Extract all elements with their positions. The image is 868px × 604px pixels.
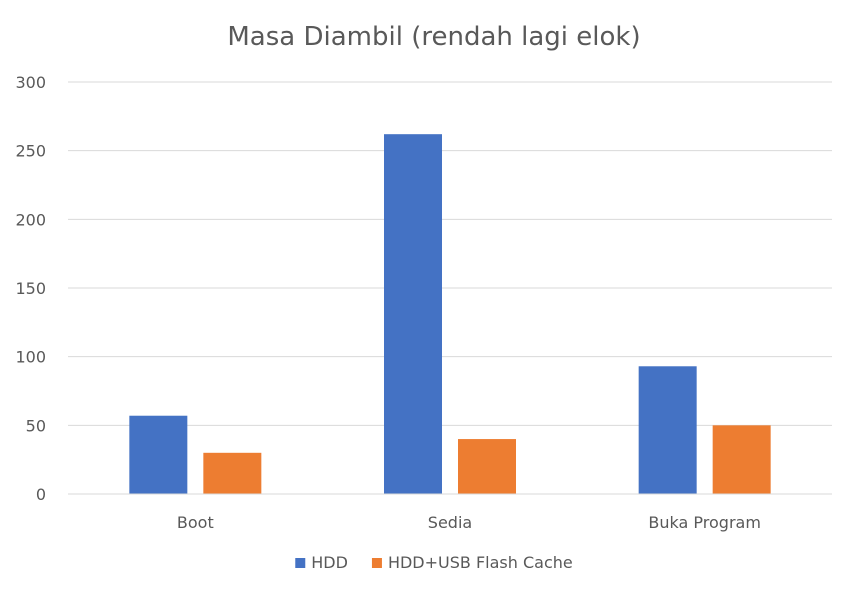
bar-hdd-boot: [129, 415, 188, 494]
bar-hdd-usb-flash-cache-buka-program: [712, 425, 771, 494]
y-tick-label: 300: [15, 73, 46, 92]
x-tick-label: Boot: [177, 513, 214, 532]
bar-hdd-usb-flash-cache-boot: [203, 452, 262, 494]
bar-hdd-buka-program: [638, 366, 697, 494]
y-tick-label: 0: [36, 485, 46, 504]
y-tick-label: 250: [15, 142, 46, 161]
x-tick-label: Sedia: [428, 513, 472, 532]
legend-swatch: [295, 558, 306, 568]
legend-label: HDD: [311, 553, 348, 572]
gridlines: [68, 81, 832, 426]
y-tick-label: 100: [15, 348, 46, 367]
chart-title: Masa Diambil (rendah lagi elok): [227, 22, 640, 52]
y-tick-label: 200: [15, 210, 46, 229]
legend-label: HDD+USB Flash Cache: [388, 553, 573, 572]
y-axis-tick-labels: 0 50 100 150 200 250 300: [15, 73, 46, 504]
y-tick-label: 150: [15, 279, 46, 298]
legend: HDD HDD+USB Flash Cache: [295, 553, 573, 572]
x-axis-tick-labels: Boot Sedia Buka Program: [177, 513, 761, 532]
legend-item: HDD+USB Flash Cache: [371, 553, 573, 572]
legend-item: HDD: [295, 553, 348, 572]
x-tick-label: Buka Program: [648, 513, 761, 532]
y-tick-label: 50: [26, 416, 46, 435]
bars: [129, 134, 771, 495]
legend-swatch: [371, 558, 382, 568]
bar-hdd-sedia: [384, 134, 442, 495]
bar-hdd-usb-flash-cache-sedia: [458, 439, 516, 494]
